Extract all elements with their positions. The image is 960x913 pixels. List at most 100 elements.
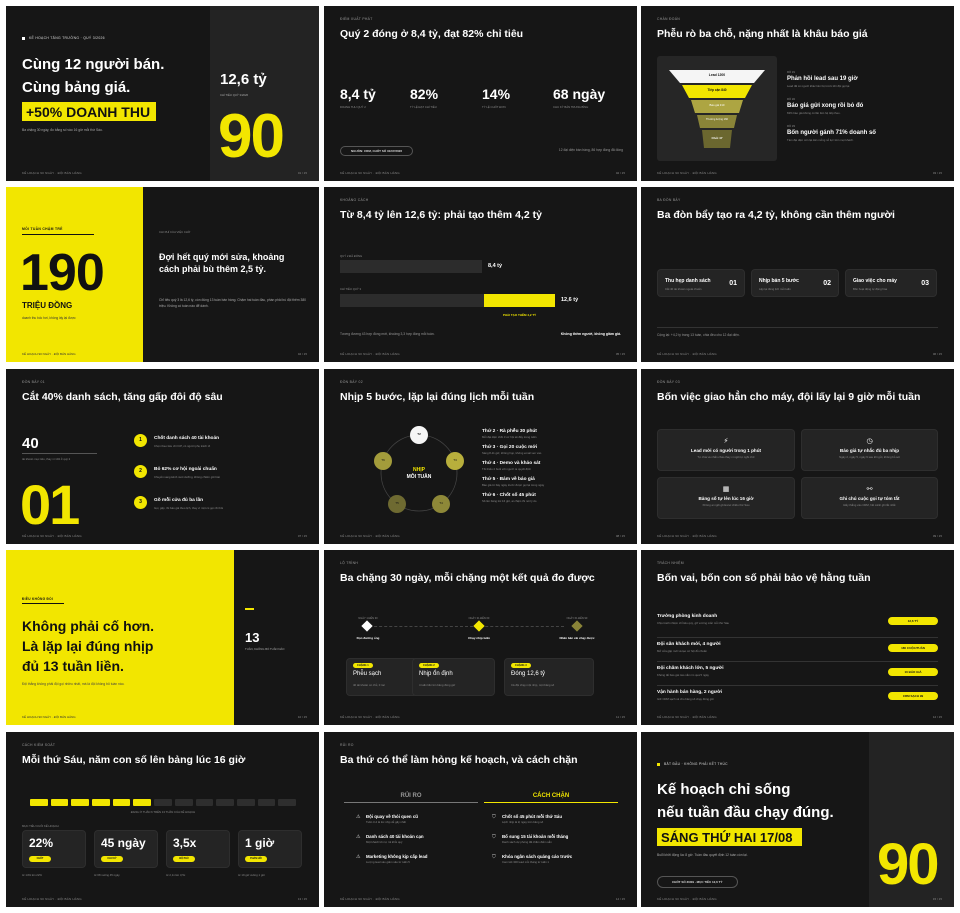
week-segment (92, 799, 110, 806)
step-badge-3: 3 (134, 496, 147, 509)
milestone-date-1: NGÀY 1 ĐẾN 30 (358, 617, 378, 620)
kpi-desc-3: từ 2,1x lên 3,5x (166, 873, 186, 877)
leak-2: RÒ #2 Báo giá gửi xong rồi bỏ đó 63% báo g… (787, 97, 864, 115)
milestone-date-3: NGÀY 61 ĐẾN 90 (566, 617, 588, 620)
slide-title: Từ 8,4 tỷ lên 12,6 tỷ: phải tạo thêm 4,2… (340, 209, 542, 221)
cycle-node-label-4: T5 (395, 501, 399, 505)
slide-3: CHẨN ĐOÁN Phễu rò ba chỗ, nặng nhất là k… (641, 6, 954, 181)
bar-2-value: 12,6 tỷ (561, 297, 579, 303)
slide-4: MỖI TUẦN CHẬM TRỄ 190 TRIỆU ĐỒNG doanh t… (6, 187, 319, 362)
page-number: 08 / 15 (615, 534, 625, 538)
weekly-step-5: Thứ 6 · Chốt số 45 phút Số lên bảng lúc 1… (482, 493, 537, 503)
step-title-1: Chốt danh sách 40 tài khoản (154, 436, 220, 441)
cycle-center-1: NHỊP (413, 467, 425, 473)
week-segment (133, 799, 152, 806)
footer: KẾ HOẠCH 90 NGÀY · ĐỘI BÁN HÀNG (657, 897, 717, 901)
headline-3: đủ 13 tuần liền. (22, 658, 124, 674)
week-segment (195, 799, 214, 806)
risk-2: ⚠ Danh sách 40 tài khoản cạn Một khách lớn… (356, 834, 424, 844)
fix-1: ⛉ Chốt số 45 phút mỗi thứ Sáu Lệch nhịp là… (492, 814, 563, 824)
slide-2: ĐIỂM XUẤT PHÁT Quý 2 đóng ở 8,4 tỷ, đạt … (324, 6, 637, 181)
footer: KẾ HOẠCH 90 NGÀY · ĐỘI BÁN HÀNG (657, 352, 717, 356)
page-number: 15 / 15 (932, 897, 942, 901)
big-number: 90 (877, 832, 939, 897)
week-segment (71, 799, 90, 806)
slide-12: TRÁCH NHIỆM Bốn vai, bốn con số phải bảo… (641, 550, 954, 725)
footer: KẾ HOẠCH 90 NGÀY · ĐỘI BÁN HÀNG (22, 171, 82, 175)
funnel-panel: Lead 1200 Tiếp cận 840 Báo giá 310 Thươn… (657, 56, 777, 161)
slide-5: KHOẢNG CÁCH Từ 8,4 tỷ lên 12,6 tỷ: phải … (324, 187, 637, 362)
headline-1: Cùng 12 người bán. (22, 56, 165, 73)
note: 12 đại diện bán hàng, 86 hợp đồng đã đón… (558, 148, 623, 152)
kicker: CHẨN ĐOÁN (657, 17, 681, 21)
cycle-node-1 (410, 426, 428, 444)
milestone-label-3: Nhân bản cái chạy được (559, 636, 595, 640)
leak-list: RÒ #1 Phản hồi lead sau 19 giờ Lead đã có … (787, 70, 947, 142)
bar-q2 (340, 260, 482, 273)
page-number: 14 / 15 (615, 897, 625, 901)
kpi-card-2: 45 ngày CHU KỲ (94, 830, 158, 868)
kicker: MỖI TUẦN CHẬM TRỄ (22, 227, 63, 231)
leak-3: RÒ #3 Bốn người gánh 71% doanh số Tám đại … (787, 124, 876, 142)
funnel-label-1: Lead 1200 (708, 73, 726, 77)
phase-card-2: CHẶNG 2 Nhịp ổn định 4 tuần liền lên bản… (412, 658, 495, 696)
shield-icon: ⛉ (492, 834, 496, 840)
slide-title: Quý 2 đóng ở 8,4 tỷ, đạt 82% chỉ tiêu (340, 28, 524, 40)
shield-icon: ⛉ (492, 814, 496, 820)
lever-card-2: Nhịp bán 5 bước Lặp lại đúng lịch mỗi tu… (751, 269, 839, 297)
milestone-diamond-2 (473, 620, 485, 632)
kicker: ĐÒN BẨY 02 (340, 380, 363, 384)
funnel-stage-4 (697, 115, 737, 128)
kicker: BẮT ĐẦU · KHÔNG PHẢI KẾT THÚC (664, 762, 728, 766)
week-segment (216, 799, 234, 806)
bar-q3-gap (484, 294, 555, 307)
stat-4: 68 ngày CHU KỲ BÁN TRUNG BÌNH (553, 86, 606, 109)
weeks-label: TUẦN, KHÔNG BỎ TUẦN NÀO (245, 647, 285, 651)
step-title-2: Bỏ 62% cơ hội ngoài chuẩn (154, 467, 217, 472)
footer: KẾ HOẠCH 90 NGÀY · ĐỘI BÁN HÀNG (657, 715, 717, 719)
fix-rule (484, 802, 618, 803)
leak-1: RÒ #1 Phản hồi lead sau 19 giờ Lead đã có … (787, 70, 858, 88)
weekly-step-4: Thứ 5 · Bám về báo giá Báo giá từ bảy ngà… (482, 477, 545, 487)
count-rule (22, 453, 97, 454)
right-body: Chỉ tiêu quý 3 là 12,6 tỷ, còn đúng 13 t… (159, 298, 307, 308)
funnel-stage-5 (702, 130, 732, 148)
footer: KẾ HOẠCH 90 NGÀY · ĐỘI BÁN HÀNG (22, 352, 76, 356)
bar-q3-base (340, 294, 484, 307)
footer: KẾ HOẠCH 90 NGÀY · ĐỘI BÁN HÀNG (340, 534, 400, 538)
step-badge-2: 2 (134, 465, 147, 478)
cycle-diagram (374, 426, 464, 513)
risk-rule (344, 802, 478, 803)
big-number: 90 (218, 102, 285, 171)
note: Tương đương 43 hợp đồng mới, khoảng 3,3 … (340, 332, 435, 336)
step-title-3: Gõ mỗi cửa đủ ba lần (154, 498, 204, 503)
step-desc-2: Chuyển sang kênh nuôi dưỡng, không chiếm… (154, 475, 221, 479)
subtitle: Đội thắng không phải đội gọi nhiều nhất,… (22, 682, 125, 686)
headline-1: Kế hoạch chỉ sống (657, 781, 791, 798)
unit-sub: doanh thu bốc hơi, không lấy lại được (22, 316, 76, 320)
page-number: 02 / 15 (615, 171, 625, 175)
count-40: 40 (22, 435, 39, 452)
warning-icon: ⚠ (356, 854, 361, 860)
page-number: 06 / 15 (932, 352, 942, 356)
bar-1-label: QUÝ 2 ĐÃ ĐÓNG (340, 254, 363, 258)
slide-title: Cắt 40% danh sách, tăng gấp đôi độ sâu (22, 391, 223, 403)
cycle-node-2 (446, 452, 464, 470)
slide-title: Ba thứ có thể làm hỏng kế hoạch, và cách… (340, 754, 578, 766)
left-panel (6, 550, 234, 725)
chart-icon: ▦ (722, 486, 730, 493)
right-panel (210, 6, 319, 181)
funnel-chart (669, 70, 765, 148)
cycle-node-5 (374, 452, 392, 470)
highlight-banner: SÁNG THỨ HAI 17/08 (657, 828, 803, 846)
milestone-diamond-3 (571, 620, 583, 632)
slide-title: Bốn việc giao hẳn cho máy, đội lấy lại 9… (657, 391, 921, 403)
target-pill: CHỐT SỐ 30/09 · MỤC TIÊU 12,6 TỶ (657, 876, 738, 888)
role-row-2: Đội săn khách mới, 4 người Mở cửa gặp mớ… (657, 638, 938, 662)
footer: KẾ HOẠCH 90 NGÀY · ĐỘI BÁN HÀNG (340, 897, 400, 901)
note-bold: Không thêm người, không giảm giá. (560, 332, 621, 336)
slide-9: ĐÒN BẨY 03 Bốn việc giao hẳn cho máy, độ… (641, 369, 954, 544)
page-number: 07 / 15 (297, 534, 307, 538)
slide-6: BA ĐÒN BẨY Ba đòn bẩy tạo ra 4,2 tỷ, khô… (641, 187, 954, 362)
week-segment (257, 799, 276, 806)
